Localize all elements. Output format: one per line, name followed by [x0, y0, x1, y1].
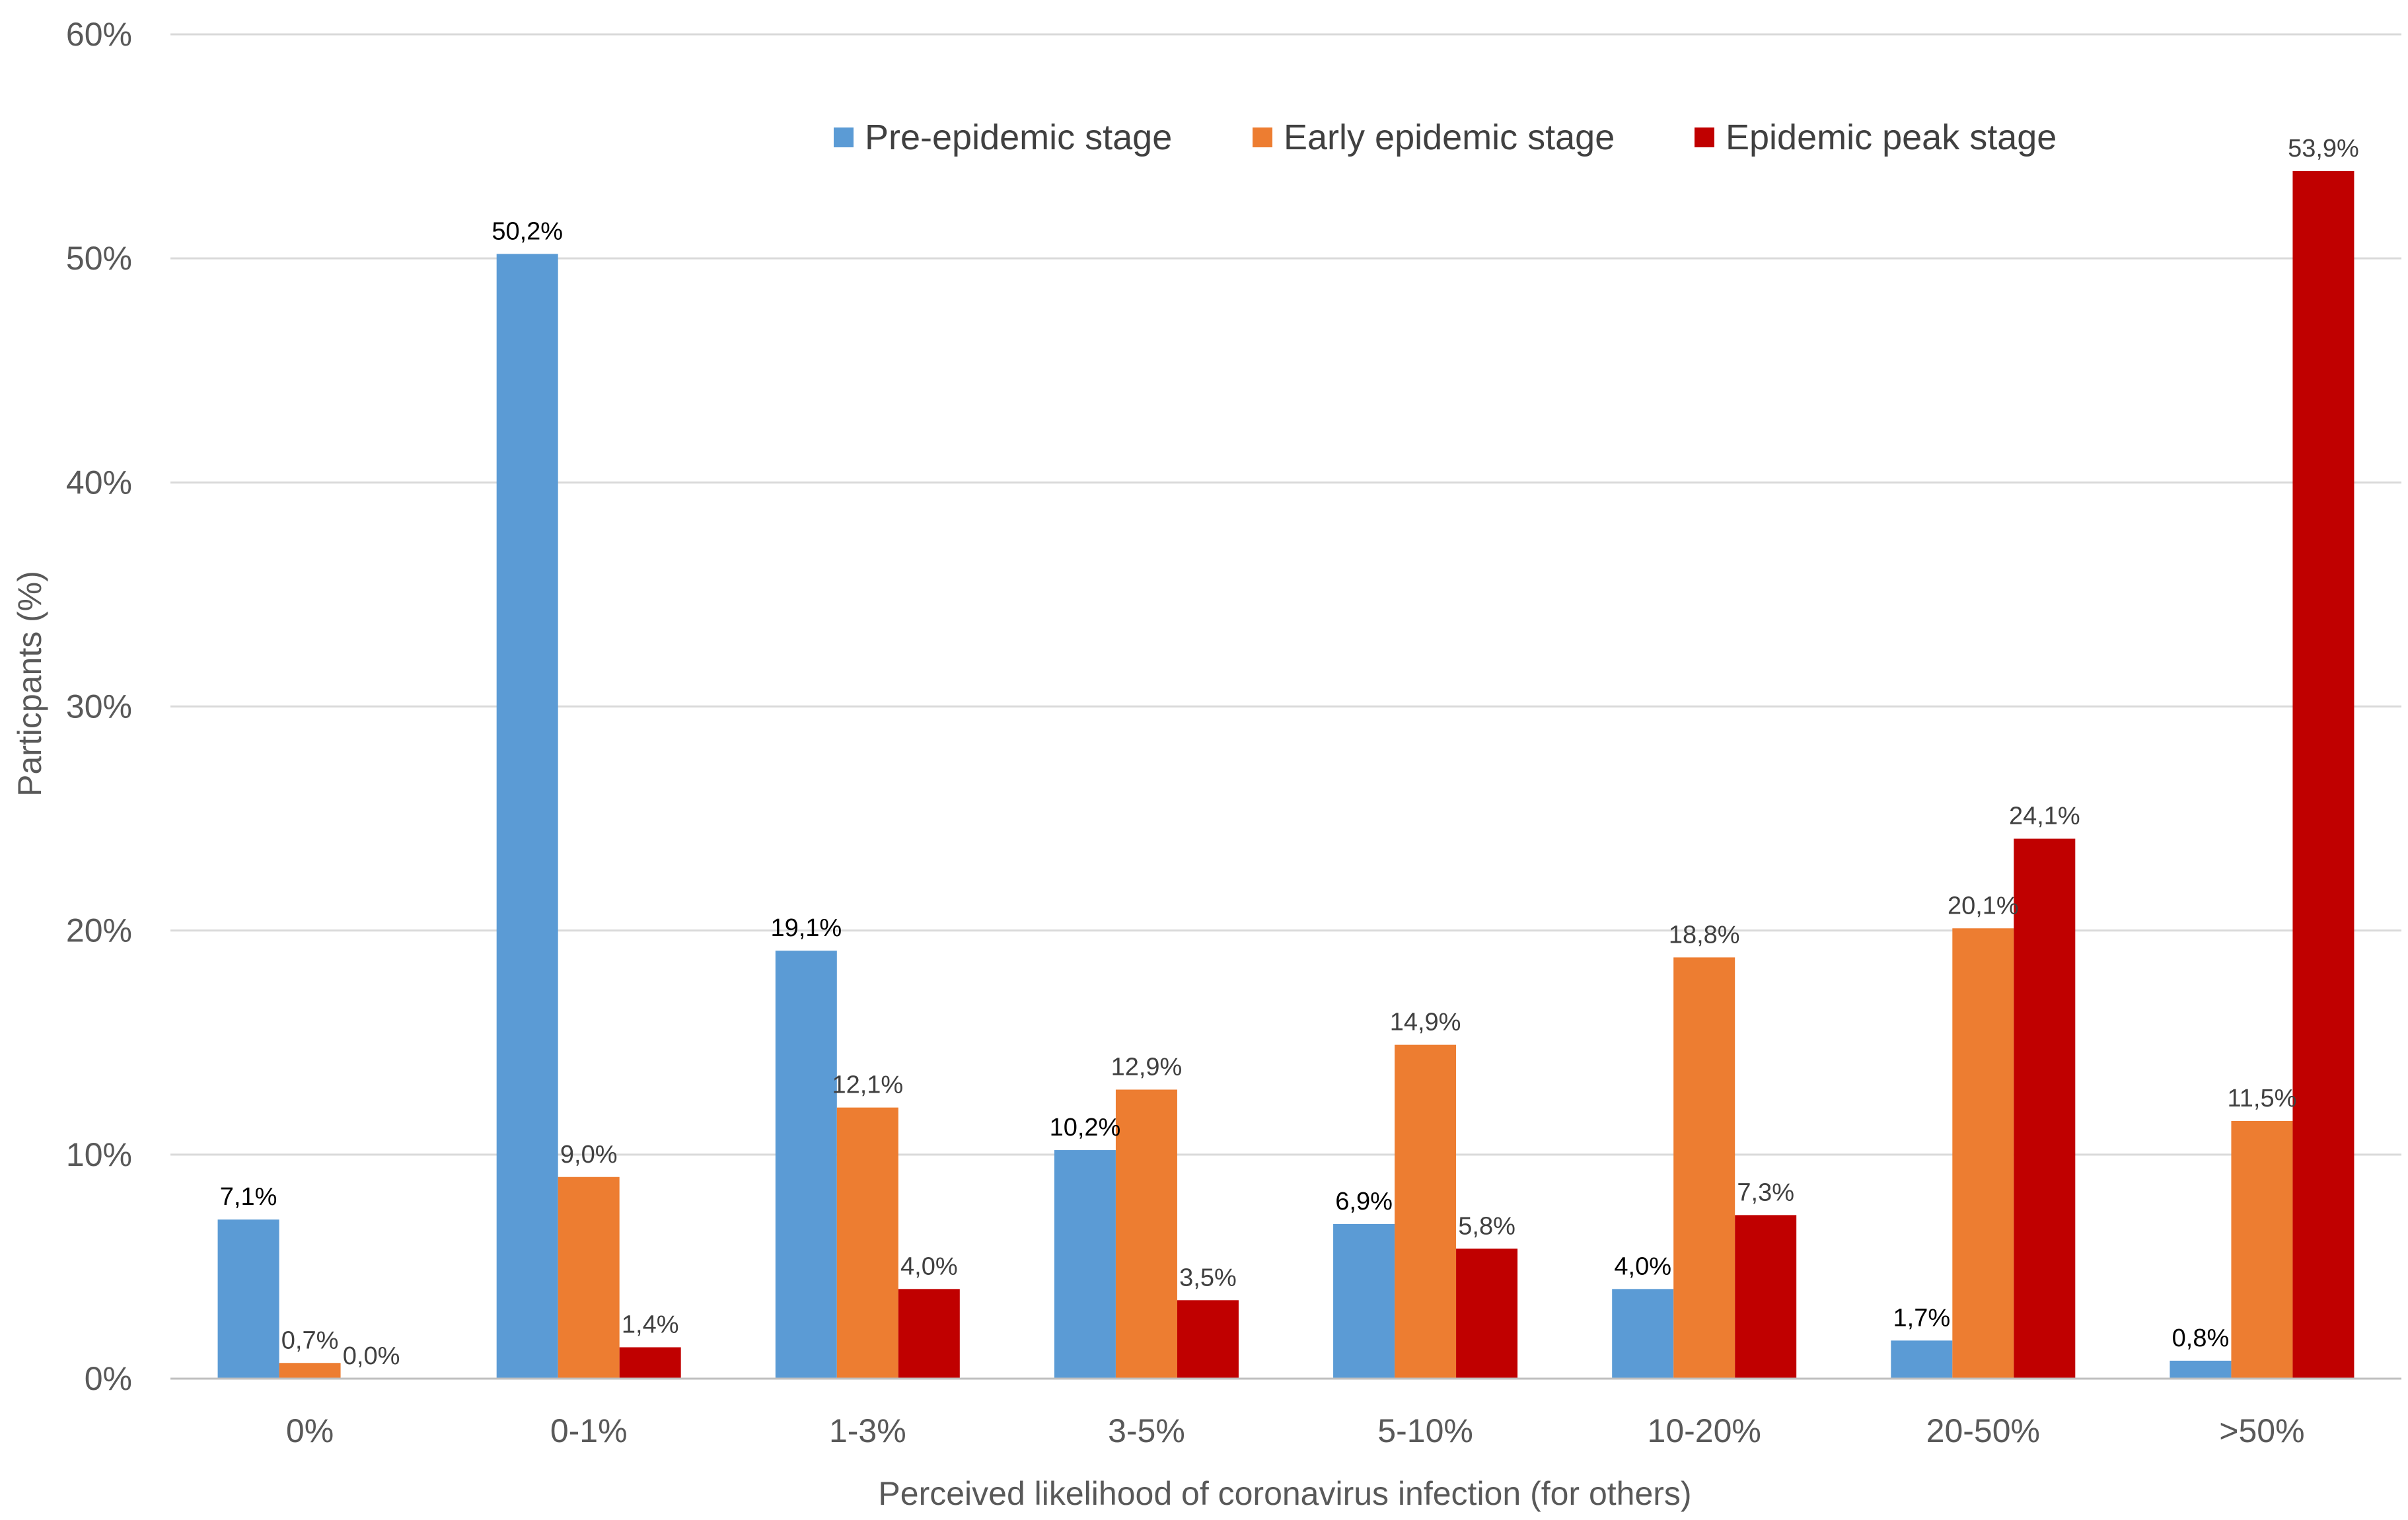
bar [1612, 1289, 1674, 1379]
data-label: 7,3% [1737, 1178, 1794, 1206]
x-tick-label: >50% [2219, 1412, 2304, 1449]
y-tick-label: 20% [66, 912, 132, 949]
data-label: 20,1% [1948, 892, 2019, 920]
x-tick-label: 3-5% [1108, 1412, 1185, 1449]
x-tick-label: 1-3% [829, 1412, 906, 1449]
x-tick-label: 20-50% [1926, 1412, 2040, 1449]
data-label: 4,0% [900, 1252, 958, 1280]
bar [1952, 928, 2014, 1379]
data-label: 1,4% [622, 1311, 679, 1339]
bar [2231, 1120, 2293, 1379]
data-label: 11,5% [2227, 1085, 2296, 1112]
bar [1115, 1089, 1177, 1379]
bar [558, 1176, 620, 1379]
legend-swatch [1695, 127, 1714, 147]
legend-swatch [1253, 127, 1272, 147]
bar [1891, 1340, 1953, 1379]
bar [1054, 1150, 1116, 1379]
data-label: 14,9% [1390, 1009, 1461, 1036]
bars [217, 170, 2354, 1379]
bar [2170, 1360, 2232, 1379]
legend-label: Early epidemic stage [1284, 118, 1615, 157]
bar [1456, 1249, 1518, 1379]
bar [217, 1219, 279, 1379]
x-tick-label: 10-20% [1648, 1412, 1761, 1449]
data-label: 3,5% [1179, 1264, 1237, 1291]
bar [1333, 1223, 1395, 1379]
x-tick-label: 0% [286, 1412, 334, 1449]
legend: Pre-epidemic stage Early epidemic stage Ep… [834, 118, 2057, 157]
bar [619, 1347, 681, 1379]
bar [496, 254, 558, 1379]
data-label: 0,0% [343, 1342, 400, 1370]
data-label: 0,7% [281, 1326, 339, 1354]
legend-item: Early epidemic stage [1253, 118, 1615, 157]
bar [1735, 1215, 1797, 1379]
bar [2292, 170, 2354, 1379]
bar [836, 1107, 898, 1379]
data-label: 6,9% [1335, 1188, 1393, 1215]
data-label: 9,0% [560, 1141, 618, 1169]
data-label: 19,1% [770, 914, 842, 942]
y-tick-label: 0% [85, 1360, 132, 1397]
data-labels: 7,1% 0,7%0,0% 50,2% 9,0% 1,4% 19,1% 12,1% 4,0% 1… [220, 135, 2359, 1370]
data-label: 53,9% [2288, 135, 2359, 163]
x-tick-label: 5-10% [1377, 1412, 1473, 1449]
x-axis-ticks: 0% 0-1% 1-3% 3-5% 5-10% 10-20% 20-50% >50% [286, 1412, 2305, 1449]
data-label: 0,8% [2172, 1324, 2230, 1352]
bar [1673, 957, 1735, 1379]
x-tick-label: 0-1% [550, 1412, 628, 1449]
y-axis-ticks: 0% 10% 20% 30% 40% 50% 60% [66, 16, 132, 1397]
data-label: 1,7% [1893, 1304, 1951, 1332]
y-tick-label: 40% [66, 464, 132, 501]
bar [1395, 1044, 1457, 1379]
data-label: 18,8% [1669, 921, 1740, 949]
y-tick-label: 30% [66, 688, 132, 725]
y-axis-title: Particpants (%) [11, 571, 48, 797]
data-label: 12,1% [832, 1071, 903, 1099]
bar [775, 951, 837, 1379]
legend-label: Epidemic peak stage [1726, 118, 2057, 157]
data-label: 24,1% [2009, 803, 2080, 830]
y-tick-label: 50% [66, 240, 132, 277]
legend-swatch [834, 127, 854, 147]
bar [898, 1289, 960, 1379]
legend-label: Pre-epidemic stage [865, 118, 1172, 157]
bar [2014, 838, 2076, 1379]
data-label: 4,0% [1614, 1252, 1671, 1280]
data-label: 7,1% [220, 1183, 277, 1211]
y-tick-label: 10% [66, 1136, 132, 1173]
bar [1177, 1300, 1239, 1379]
x-axis-title: Perceived likelihood of coronavirus infe… [878, 1475, 1691, 1512]
legend-item: Pre-epidemic stage [834, 118, 1172, 157]
data-label: 12,9% [1111, 1053, 1183, 1081]
legend-item: Epidemic peak stage [1695, 118, 2057, 157]
data-label: 50,2% [492, 217, 563, 245]
y-tick-label: 60% [66, 16, 132, 53]
bar [279, 1363, 341, 1379]
data-label: 5,8% [1458, 1212, 1515, 1240]
data-label: 10,2% [1050, 1114, 1121, 1141]
